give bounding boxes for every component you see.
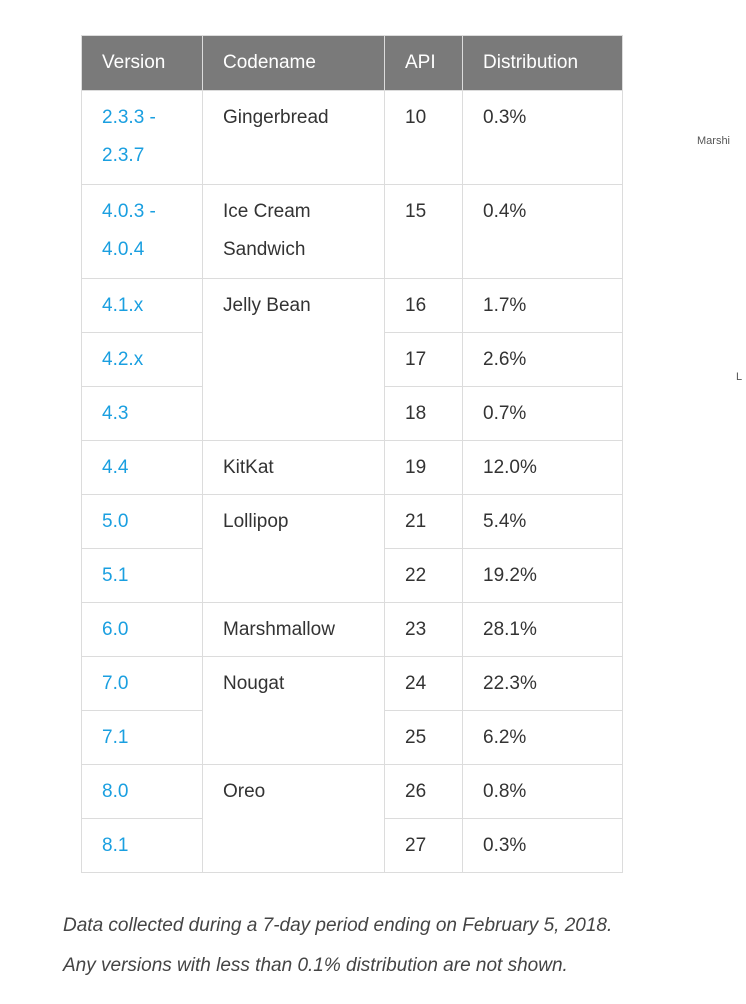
api-cell: 19 <box>384 440 463 495</box>
version-link[interactable]: 2.3.3 - 2.3.7 <box>102 107 156 166</box>
header-version: Version <box>81 35 203 91</box>
api-cell: 17 <box>384 332 463 387</box>
version-cell[interactable]: 8.0 <box>81 764 203 819</box>
table-row: 6.0 Marshmallow 23 28.1% <box>81 602 623 657</box>
api-cell: 26 <box>384 764 463 819</box>
version-cell[interactable]: 7.1 <box>81 710 203 765</box>
table-row: 8.1 27 0.3% <box>81 818 623 873</box>
version-cell[interactable]: 4.1.x <box>81 278 203 333</box>
version-link[interactable]: 4.0.3 - 4.0.4 <box>102 201 156 260</box>
codename-cell: KitKat <box>202 440 385 495</box>
api-cell: 22 <box>384 548 463 603</box>
api-cell: 24 <box>384 656 463 711</box>
table-row: 4.1.x Jelly Bean 16 1.7% <box>81 278 623 441</box>
caption-line: Any versions with less than 0.1% distrib… <box>63 955 568 976</box>
version-cell[interactable]: 4.3 <box>81 386 203 441</box>
header-api: API <box>384 35 463 91</box>
api-cell: 27 <box>384 818 463 873</box>
version-link[interactable]: 4.2.x <box>102 349 144 370</box>
distribution-cell: 1.7% <box>462 278 623 333</box>
table-row: 5.1 22 19.2% <box>81 548 623 603</box>
chart-label-partial: L <box>736 371 743 383</box>
table-row: 2.3.3 - 2.3.7 Gingerbread 10 0.3% <box>81 90 623 185</box>
table-row: 5.0 Lollipop 21 5.4% <box>81 494 623 603</box>
version-cell[interactable]: 7.0 <box>81 656 203 711</box>
version-link[interactable]: 6.0 <box>102 619 129 640</box>
table-row: 8.0 Oreo 26 0.8% <box>81 764 623 873</box>
distribution-cell: 19.2% <box>462 548 623 603</box>
api-cell: 10 <box>384 90 463 185</box>
chart-label-partial: Marshi <box>697 135 731 147</box>
version-link[interactable]: 8.1 <box>102 835 129 856</box>
version-cell[interactable]: 4.4 <box>81 440 203 495</box>
version-link[interactable]: 4.4 <box>102 457 129 478</box>
codename-cell: Oreo <box>202 764 385 873</box>
version-link[interactable]: 8.0 <box>102 781 129 802</box>
version-link[interactable]: 7.1 <box>102 727 129 748</box>
distribution-cell: 28.1% <box>462 602 623 657</box>
table-row: 4.2.x 17 2.6% <box>81 332 623 387</box>
header-row: Version Codename API Distribution <box>81 35 623 91</box>
codename-cell: Lollipop <box>202 494 385 603</box>
distribution-cell: 0.8% <box>462 764 623 819</box>
codename-cell: Marshmallow <box>202 602 385 657</box>
table-row: 7.1 25 6.2% <box>81 710 623 765</box>
version-link[interactable]: 4.3 <box>102 403 129 424</box>
version-cell[interactable]: 4.0.3 - 4.0.4 <box>81 184 203 279</box>
table-row: 4.4 KitKat 19 12.0% <box>81 440 623 495</box>
distribution-cell: 0.3% <box>462 90 623 185</box>
api-cell: 16 <box>384 278 463 333</box>
version-cell[interactable]: 5.1 <box>81 548 203 603</box>
table-row: 4.3 18 0.7% <box>81 386 623 441</box>
distribution-table: Version Codename API Distribution 2.3.3 … <box>81 35 623 873</box>
caption-line: Data collected during a 7-day period end… <box>63 915 613 936</box>
api-cell: 23 <box>384 602 463 657</box>
codename-cell: Gingerbread <box>202 90 385 185</box>
table-header: Version Codename API Distribution <box>81 35 623 91</box>
distribution-cell: 2.6% <box>462 332 623 387</box>
header-distribution: Distribution <box>462 35 623 91</box>
version-cell[interactable]: 8.1 <box>81 818 203 873</box>
distribution-cell: 6.2% <box>462 710 623 765</box>
version-cell[interactable]: 4.2.x <box>81 332 203 387</box>
distribution-cell: 5.4% <box>462 494 623 549</box>
version-link[interactable]: 5.1 <box>102 565 129 586</box>
version-link[interactable]: 4.1.x <box>102 295 144 316</box>
api-cell: 25 <box>384 710 463 765</box>
version-cell[interactable]: 6.0 <box>81 602 203 657</box>
distribution-cell: 0.7% <box>462 386 623 441</box>
codename-cell: Ice Cream Sandwich <box>202 184 385 279</box>
distribution-cell: 0.3% <box>462 818 623 873</box>
table-row: 7.0 Nougat 24 22.3% <box>81 656 623 765</box>
codename-cell: Nougat <box>202 656 385 765</box>
codename-cell: Jelly Bean <box>202 278 385 441</box>
version-cell[interactable]: 5.0 <box>81 494 203 549</box>
table-row: 4.0.3 - 4.0.4 Ice Cream Sandwich 15 0.4% <box>81 184 623 279</box>
version-link[interactable]: 7.0 <box>102 673 129 694</box>
header-codename: Codename <box>202 35 385 91</box>
distribution-cell: 22.3% <box>462 656 623 711</box>
table-body: 2.3.3 - 2.3.7 Gingerbread 10 0.3% 4.0.3 … <box>81 90 623 873</box>
table-caption: Data collected during a 7-day period end… <box>63 906 733 986</box>
distribution-cell: 12.0% <box>462 440 623 495</box>
api-cell: 15 <box>384 184 463 279</box>
version-cell[interactable]: 2.3.3 - 2.3.7 <box>81 90 203 185</box>
api-cell: 21 <box>384 494 463 549</box>
version-link[interactable]: 5.0 <box>102 511 129 532</box>
distribution-cell: 0.4% <box>462 184 623 279</box>
api-cell: 18 <box>384 386 463 441</box>
